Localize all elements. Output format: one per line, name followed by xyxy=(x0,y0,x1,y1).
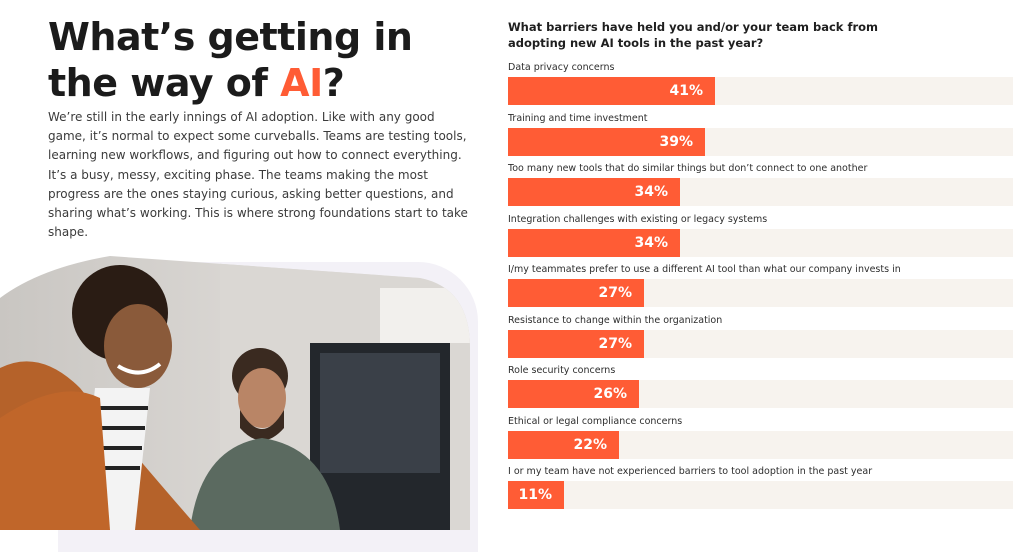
bar-category-label: Data privacy concerns xyxy=(508,62,615,73)
bar-track: 34% xyxy=(508,178,1013,206)
team-photo xyxy=(0,256,470,530)
bar: 22% xyxy=(508,430,619,459)
title-accent: AI xyxy=(280,61,323,105)
bar-row: I/my teammates prefer to use a different… xyxy=(508,262,1013,313)
bar-row: Ethical or legal compliance concerns 22% xyxy=(508,414,1013,465)
bar-track: 41% xyxy=(508,77,1013,105)
bar-category-label: Ethical or legal compliance concerns xyxy=(508,415,683,427)
bar-value-label: 26% xyxy=(593,386,627,402)
title-line-2-suffix: ? xyxy=(322,61,345,105)
bar-value-label: 22% xyxy=(573,436,607,453)
chart-title: What barriers have held you and/or your … xyxy=(508,20,879,50)
bar-category-label: I or my team have not experienced barrie… xyxy=(508,466,873,477)
bar: 34% xyxy=(508,178,680,206)
bar-category-label: Training and time investment xyxy=(508,112,648,124)
bar-row: Resistance to change within the organiza… xyxy=(508,313,1013,364)
bar-row: Training and time investment 39% xyxy=(508,111,1013,162)
bar-track: 27% xyxy=(508,279,1013,307)
title-line-1: What’s getting in xyxy=(48,15,413,59)
bar-value-label: 39% xyxy=(659,133,693,150)
bar-row: Role security concerns 26% xyxy=(508,363,1013,414)
bar-row: I or my team have not experienced barrie… xyxy=(508,464,1013,515)
bar: 39% xyxy=(508,127,705,156)
title-line-2-prefix: the way of xyxy=(48,61,281,105)
bar-row: Data privacy concerns 41% xyxy=(508,60,1013,111)
bar-track: 34% xyxy=(508,228,1013,257)
bar: 11% xyxy=(508,481,564,509)
bar-category-label: I/my teammates prefer to use a different… xyxy=(508,264,901,275)
bar-value-label: 34% xyxy=(634,234,668,251)
bar-value-label: 34% xyxy=(634,184,668,200)
bar-track: 26% xyxy=(508,380,1013,408)
bar-row: Integration challenges with existing or … xyxy=(508,212,1013,263)
bar-value-label: 11% xyxy=(518,487,552,503)
bar-track: 39% xyxy=(508,127,1013,156)
bar: 27% xyxy=(508,279,644,307)
bar: 27% xyxy=(508,329,644,358)
bar-value-label: 41% xyxy=(669,83,703,99)
bar: 26% xyxy=(508,380,639,408)
bar-value-label: 27% xyxy=(598,335,632,352)
page-title: What’s getting in the way of AI? xyxy=(48,14,413,106)
bar-category-label: Resistance to change within the organiza… xyxy=(508,314,723,326)
bar-chart: Data privacy concerns 41% Training and tim… xyxy=(508,60,1013,515)
bar-category-label: Integration challenges with existing or … xyxy=(508,213,768,225)
intro-paragraph: We’re still in the early innings of AI a… xyxy=(48,110,468,240)
bar-track: 27% xyxy=(508,329,1013,358)
bar-track: 11% xyxy=(508,481,1013,509)
bar-row: Too many new tools that do similar thing… xyxy=(508,161,1013,212)
bar-track: 22% xyxy=(508,430,1013,459)
bar: 34% xyxy=(508,228,680,257)
bar: 41% xyxy=(508,77,715,105)
bar-category-label: Too many new tools that do similar thing… xyxy=(508,163,868,174)
bar-value-label: 27% xyxy=(598,285,632,301)
bar-category-label: Role security concerns xyxy=(508,365,616,376)
